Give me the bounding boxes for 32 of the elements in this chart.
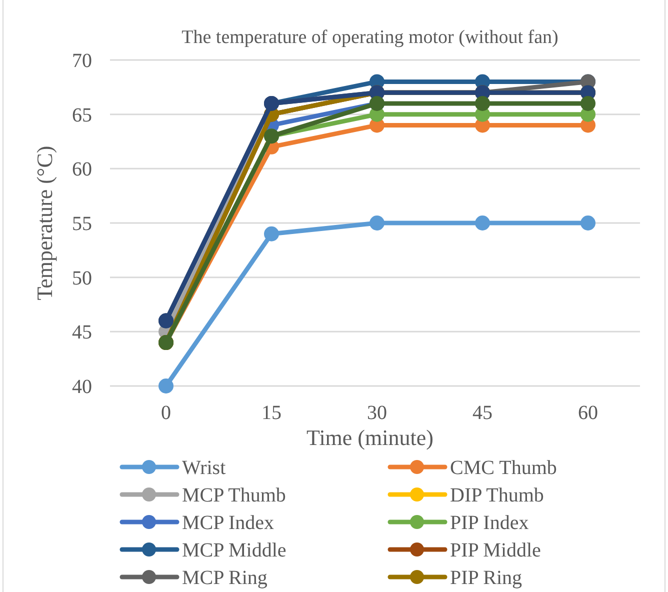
y-tick-label: 65: [72, 104, 92, 126]
x-tick-label: 15: [262, 402, 282, 424]
y-tick-label: 45: [72, 322, 92, 344]
legend-label: Wrist: [182, 457, 226, 479]
point: [580, 96, 596, 111]
y-tick-label: 40: [72, 376, 92, 398]
x-axis-title: Time (minute): [306, 425, 434, 450]
point: [475, 96, 490, 111]
legend-label: MCP Index: [182, 512, 274, 534]
point: [475, 216, 490, 230]
y-tick-label: 50: [72, 267, 92, 290]
y-tick-label: 55: [72, 213, 92, 235]
y-tick-label: 70: [72, 50, 92, 72]
legend-label: PIP Ring: [450, 567, 522, 589]
point: [370, 216, 384, 230]
legend-label: PIP Middle: [450, 540, 542, 562]
legend-label: MCP Middle: [182, 540, 286, 562]
point: [158, 378, 174, 394]
x-tick-label: 30: [367, 402, 387, 424]
legend-label: MCP Thumb: [182, 484, 286, 506]
legend-label: DIP Thumb: [450, 484, 544, 506]
chart-title: The temperature of operating motor (without fan): [182, 27, 558, 48]
legend-label: PIP Index: [450, 512, 529, 534]
y-tick-label: 60: [72, 158, 92, 181]
x-tick-label: 0: [161, 402, 171, 424]
point: [580, 216, 596, 230]
x-tick-label: 60: [578, 402, 598, 424]
point: [264, 226, 279, 242]
legend-label: MCP Ring: [182, 567, 268, 589]
x-tick-label: 45: [472, 402, 492, 424]
legend-label: CMC Thumb: [450, 457, 557, 479]
y-axis-title: Temperature (°C): [32, 146, 57, 300]
